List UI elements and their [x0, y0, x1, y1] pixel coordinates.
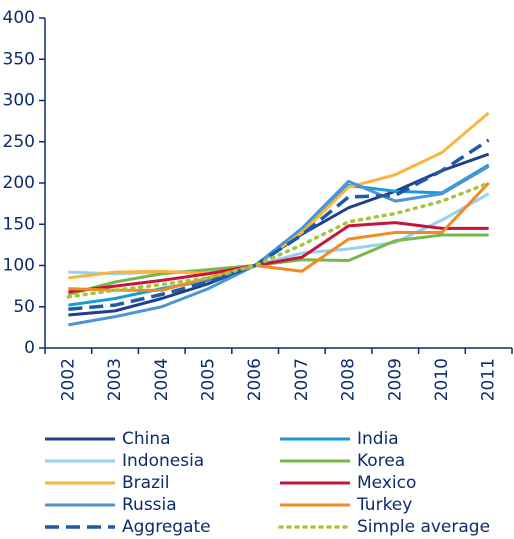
y-tick-label: 400: [3, 8, 35, 28]
y-tick-label: 250: [3, 132, 35, 152]
y-tick-label: 0: [24, 338, 35, 358]
legend-label: Turkey: [356, 495, 412, 515]
legend-label: Russia: [122, 495, 177, 515]
legend-label: Simple average: [357, 517, 490, 537]
y-tick-label: 100: [3, 256, 35, 276]
legend-label: Mexico: [357, 473, 416, 493]
legend-label: Indonesia: [122, 451, 204, 471]
x-tick-label: 2005: [198, 358, 218, 401]
legend-label: Korea: [357, 451, 405, 471]
x-tick-label: 2010: [432, 358, 452, 401]
x-tick-label: 2009: [385, 358, 405, 401]
x-tick-label: 2003: [105, 358, 125, 401]
series-line: [66, 181, 491, 299]
y-tick-label: 200: [3, 173, 35, 193]
series-line: [68, 165, 490, 327]
legend-label: Brazil: [122, 473, 169, 493]
x-tick-label: 2006: [245, 358, 265, 401]
y-tick-label: 150: [3, 214, 35, 234]
x-tick-label: 2011: [479, 358, 499, 401]
x-tick-label: 2004: [152, 358, 172, 401]
x-tick-label: 2007: [292, 358, 312, 401]
legend-label: China: [122, 429, 171, 449]
series-line: [68, 181, 490, 292]
legend-label: Aggregate: [122, 517, 211, 537]
x-tick-label: 2002: [58, 358, 78, 401]
y-tick-label: 300: [3, 91, 35, 111]
y-tick-label: 350: [3, 49, 35, 69]
x-tick-label: 2008: [339, 358, 359, 401]
legend-label: India: [357, 429, 399, 449]
y-tick-label: 50: [13, 297, 35, 317]
series-line: [68, 138, 490, 311]
series-line: [68, 221, 489, 294]
